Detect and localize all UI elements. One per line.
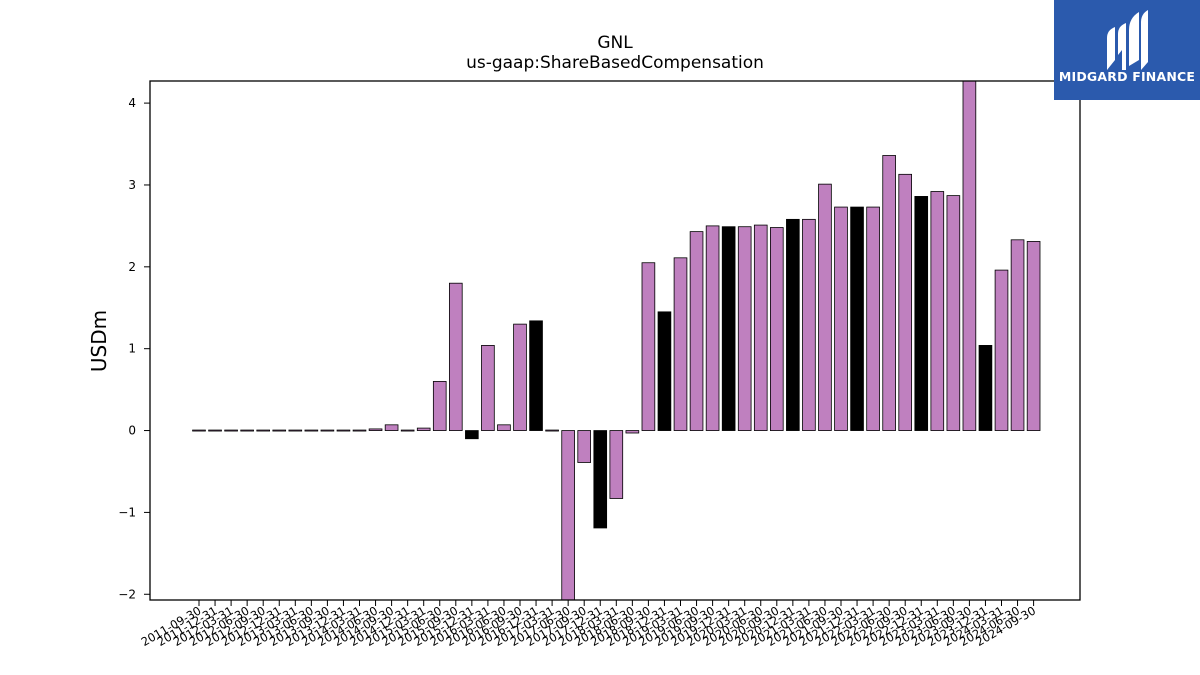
bar-2015-09-30 <box>448 282 463 431</box>
bar-2021-03-31 <box>802 218 816 431</box>
bar-2024-06-30 <box>1010 239 1025 431</box>
y-tick-label: 2 <box>128 260 136 274</box>
logo-text: MIDGARD FINANCE <box>1059 69 1195 84</box>
y-tick-label: 4 <box>128 96 136 110</box>
midgard-emblem-icon <box>1107 10 1148 70</box>
bar-2015-12-31 <box>465 430 479 440</box>
bar-2020-06-30 <box>753 224 768 431</box>
bar-2019-06-30 <box>689 231 704 431</box>
y-axis: −2 −1 0 1 2 3 4 <box>118 96 150 601</box>
bar-2012-06-30 <box>240 429 254 432</box>
y-axis-label: USDm <box>87 310 111 372</box>
chart-subtitle: us-gaap:ShareBasedCompensation <box>466 53 764 73</box>
bar-2013-12-31 <box>336 429 351 432</box>
bar-2024-09-30 <box>1026 241 1041 431</box>
bar-2024-03-31 <box>994 269 1009 431</box>
y-tick-label: −2 <box>118 587 136 601</box>
bar-2017-03-31 <box>545 429 559 432</box>
bar-2016-12-31 <box>529 320 543 431</box>
bar-2018-03-31 <box>609 430 624 499</box>
bar-2015-06-30 <box>432 381 447 431</box>
y-tick-label: 3 <box>128 178 136 192</box>
bar-2019-09-30 <box>705 225 720 431</box>
bar-2013-03-31 <box>288 429 303 432</box>
bar-2014-03-31 <box>352 429 367 432</box>
bar-2013-06-30 <box>304 429 319 432</box>
bar-2012-12-31 <box>272 429 287 432</box>
bar-2017-12-31 <box>593 430 608 529</box>
logo-background <box>1054 0 1200 100</box>
bar-2017-06-30 <box>561 430 575 601</box>
bar-2014-06-30 <box>368 428 383 431</box>
bar-2023-03-31 <box>930 191 945 431</box>
bar-2020-09-30 <box>770 227 784 431</box>
bars-group <box>192 80 1041 601</box>
bar-2015-03-31 <box>416 427 431 431</box>
bar-2014-09-30 <box>384 424 399 431</box>
midgard-logo: MIDGARD FINANCE <box>1054 0 1200 100</box>
bar-2021-06-30 <box>818 183 832 431</box>
bar-2012-09-30 <box>256 429 270 432</box>
bar-2016-06-30 <box>497 424 511 431</box>
bar-2021-09-30 <box>834 206 848 431</box>
bar-2016-03-31 <box>481 345 495 431</box>
y-tick-label: −1 <box>118 505 136 519</box>
plot-frame <box>149 80 1081 601</box>
bar-2011-12-31 <box>208 429 222 432</box>
bar-2018-06-30 <box>625 430 640 434</box>
bar-2012-03-31 <box>224 429 238 432</box>
bar-2019-03-31 <box>673 257 688 431</box>
y-tick-label: 1 <box>128 342 136 356</box>
bar-2020-03-31 <box>737 226 752 431</box>
bar-2011-09-30 <box>192 429 206 432</box>
bar-2018-12-31 <box>657 311 672 431</box>
bar-2020-12-31 <box>786 218 800 431</box>
bar-2016-09-30 <box>513 323 527 431</box>
x-axis: 2011-09-302011-12-312012-03-312012-06-30… <box>139 600 1038 649</box>
bar-2018-09-30 <box>641 262 656 431</box>
bar-2023-12-31 <box>978 345 993 431</box>
y-tick-label: 0 <box>128 424 136 438</box>
bar-2023-06-30 <box>946 195 961 431</box>
chart-title: GNL <box>597 33 633 53</box>
bar-2022-06-30 <box>882 155 896 431</box>
bar-2021-12-31 <box>850 206 864 431</box>
bar-2022-09-30 <box>898 173 912 431</box>
bar-2017-09-30 <box>577 430 591 463</box>
bar-2022-12-31 <box>914 196 929 431</box>
bar-2022-03-31 <box>866 206 880 431</box>
bar-2014-12-31 <box>400 429 415 432</box>
bar-2023-09-30 <box>962 80 977 431</box>
bar-2019-12-31 <box>721 226 736 431</box>
bar-2013-09-30 <box>320 429 335 432</box>
